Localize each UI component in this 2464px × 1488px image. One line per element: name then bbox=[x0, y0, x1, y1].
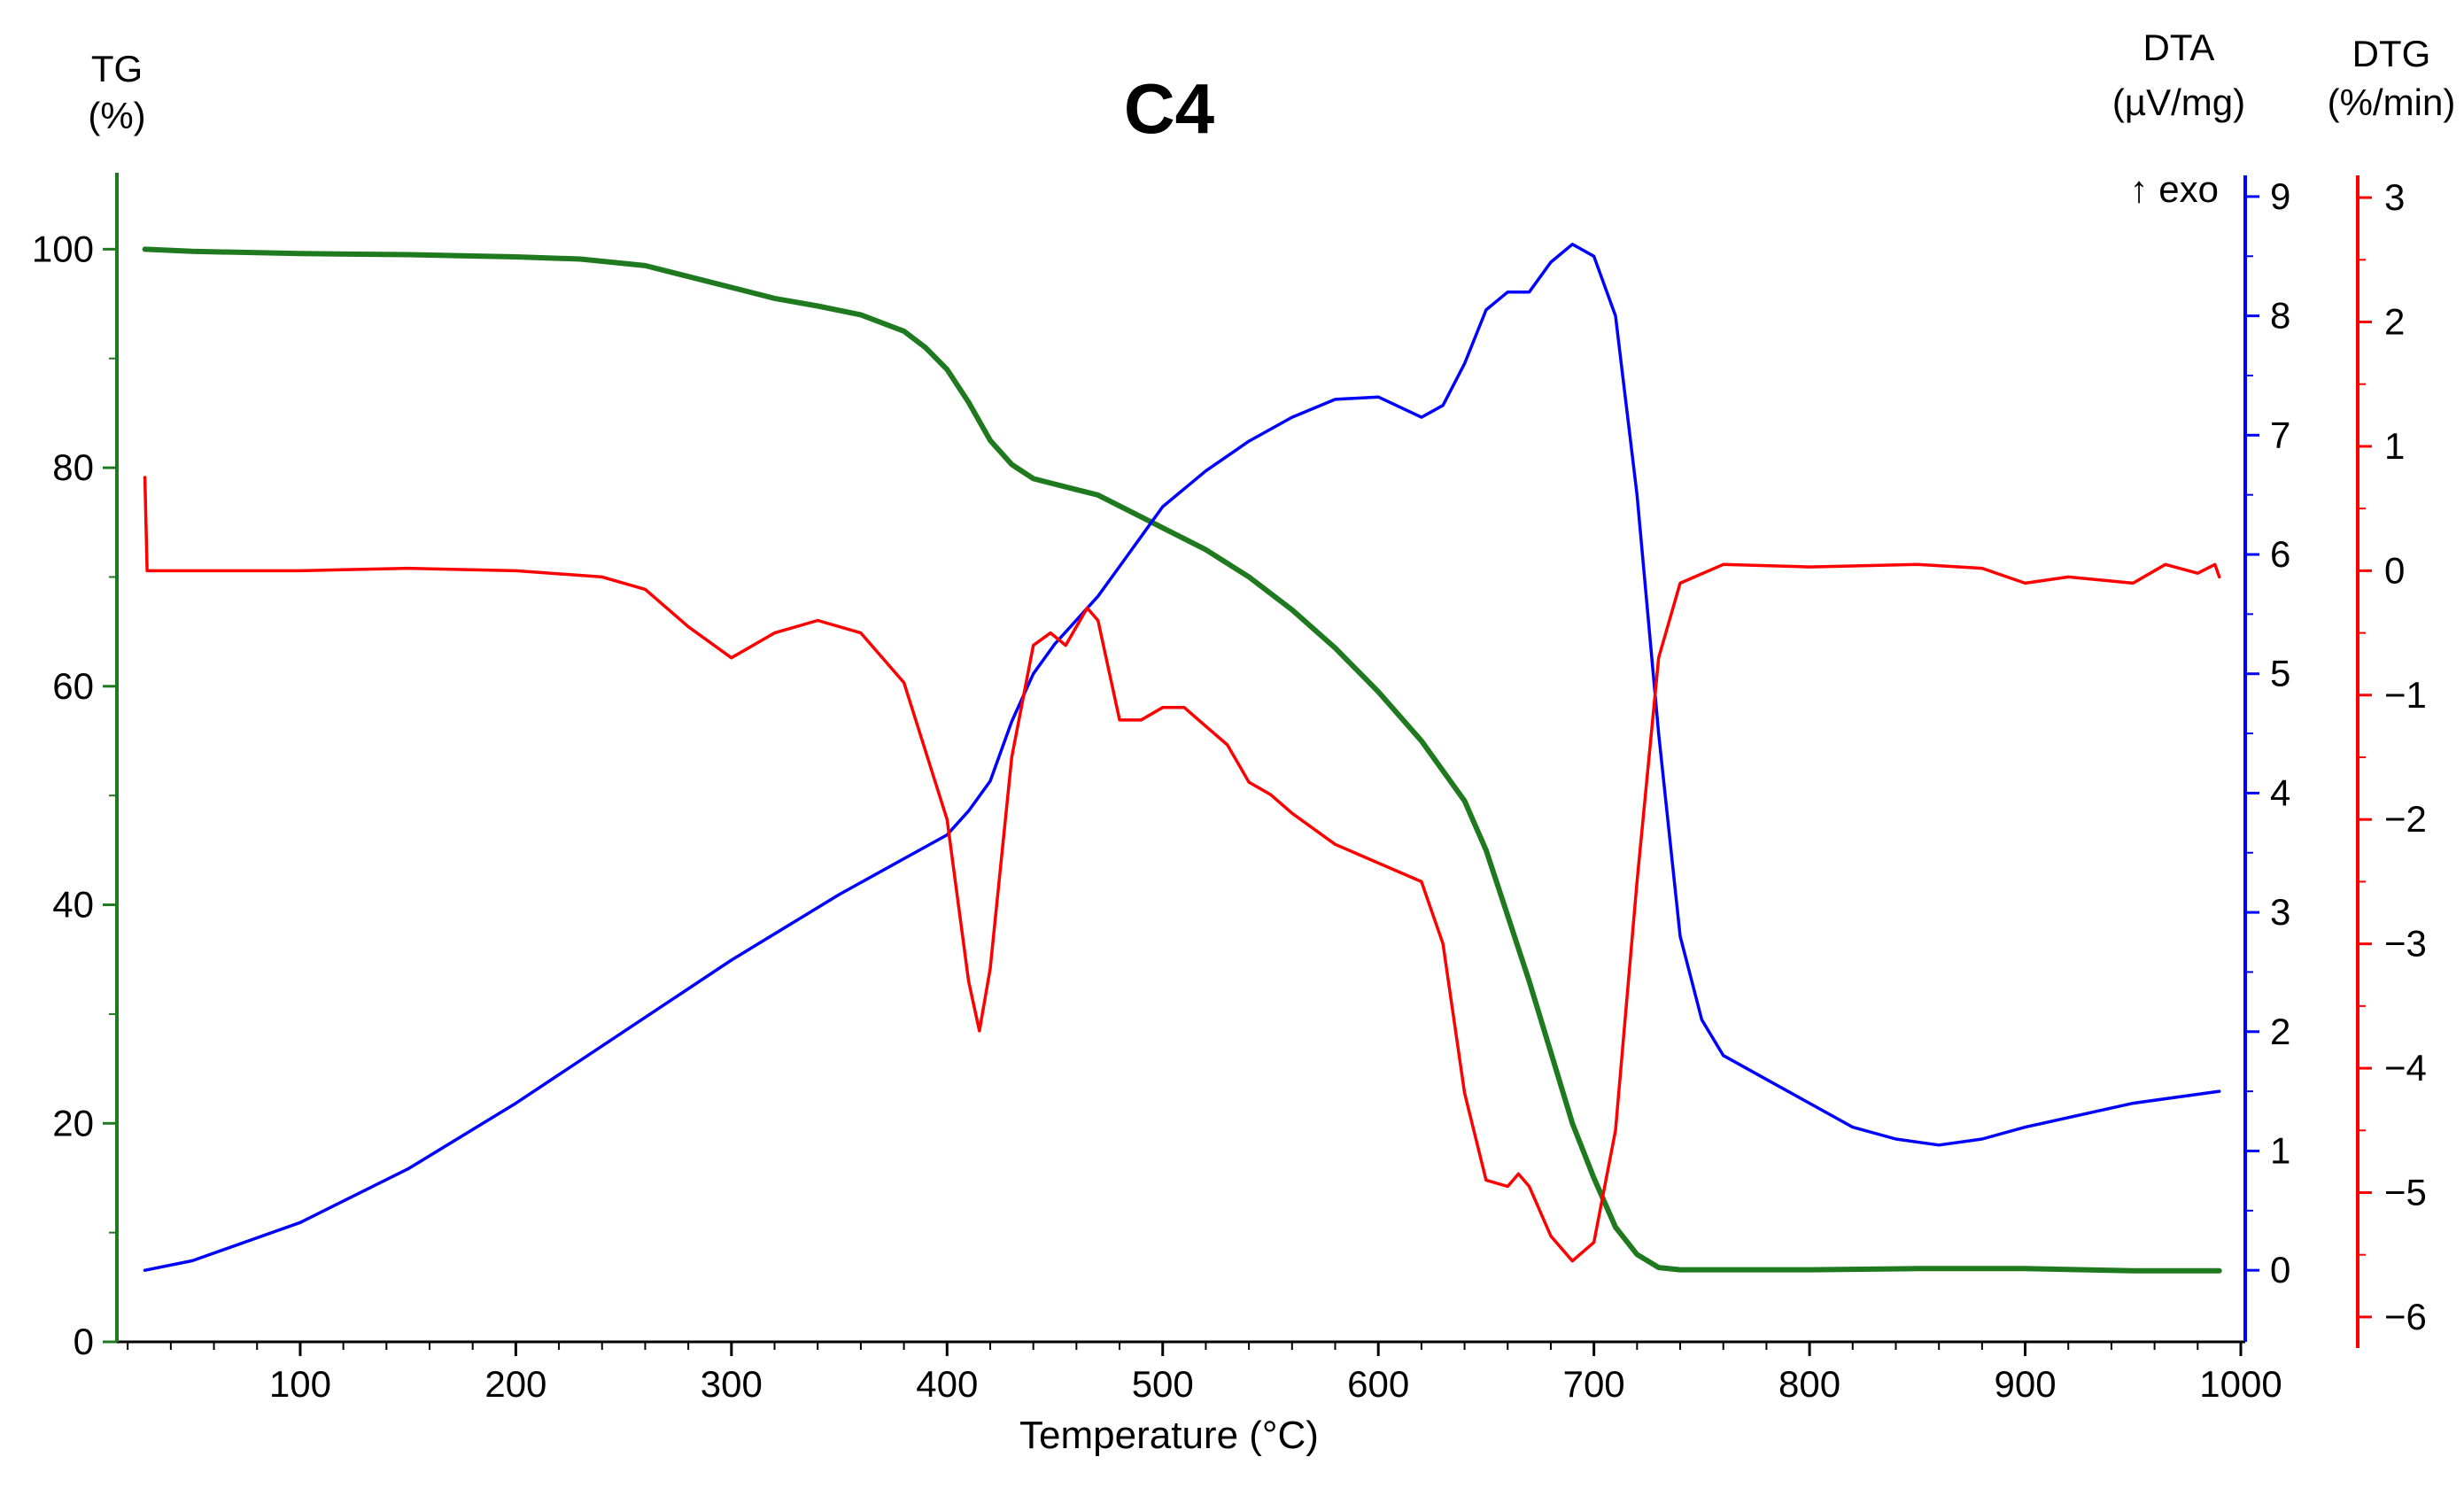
x-tick-label-800: 800 bbox=[1778, 1363, 1840, 1405]
dta-tick-label-5: 5 bbox=[2270, 653, 2290, 694]
x-tick-label-400: 400 bbox=[916, 1363, 978, 1405]
dtg-tick-label-2: 2 bbox=[2384, 301, 2405, 343]
dta-tick-label-0: 0 bbox=[2270, 1249, 2290, 1290]
series-dtg-line bbox=[143, 476, 2221, 1263]
x-tick-label-500: 500 bbox=[1132, 1363, 1194, 1405]
dta-tick-label-8: 8 bbox=[2270, 295, 2290, 337]
x-tick-label-200: 200 bbox=[484, 1363, 546, 1405]
series-dta-line bbox=[143, 243, 2221, 1272]
dta-tick-label-3: 3 bbox=[2270, 891, 2290, 933]
dtg-tick-label--4: −4 bbox=[2384, 1047, 2427, 1089]
tg-tick-label-60: 60 bbox=[52, 665, 94, 707]
tg-tick-label-20: 20 bbox=[52, 1102, 94, 1143]
dtg-tick-label--2: −2 bbox=[2384, 798, 2427, 840]
x-tick-label-1000: 1000 bbox=[2199, 1363, 2282, 1405]
x-tick-label-600: 600 bbox=[1347, 1363, 1409, 1405]
x-tick-label-100: 100 bbox=[269, 1363, 331, 1405]
x-tick-label-700: 700 bbox=[1563, 1363, 1625, 1405]
dtg-tick-label--6: −6 bbox=[2384, 1296, 2427, 1337]
x-axis-title: Temperature (°C) bbox=[1019, 1414, 1319, 1457]
dtg-axis-title-line2: (%/min) bbox=[2328, 81, 2456, 123]
series-tg-line bbox=[142, 246, 2222, 1274]
dtg-tick-label-3: 3 bbox=[2384, 176, 2405, 218]
chart-title: C4 bbox=[1124, 69, 1215, 148]
dta-tick-label-7: 7 bbox=[2270, 414, 2290, 455]
tg-axis-title-line2: (%) bbox=[88, 95, 145, 136]
dta-tick-label-6: 6 bbox=[2270, 533, 2290, 575]
dta-axis-title-line1: DTA bbox=[2143, 27, 2215, 68]
tg-tick-label-100: 100 bbox=[32, 228, 94, 269]
dta-tick-label-9: 9 bbox=[2270, 175, 2290, 217]
tg-tick-label-80: 80 bbox=[52, 446, 94, 488]
dta-tick-label-2: 2 bbox=[2270, 1011, 2290, 1052]
tg-tick-label-0: 0 bbox=[74, 1321, 94, 1362]
dtg-tick-label--1: −1 bbox=[2384, 674, 2427, 716]
dtg-tick-label-1: 1 bbox=[2384, 425, 2405, 467]
dtg-tick-label-0: 0 bbox=[2384, 549, 2405, 591]
dta-tick-label-4: 4 bbox=[2270, 771, 2290, 813]
tg-axis-title-line1: TG bbox=[91, 48, 143, 89]
dtg-tick-label--5: −5 bbox=[2384, 1171, 2427, 1213]
plot-layer: 100 200 300 400 500 600 700 800 900 1000020406080… bbox=[32, 173, 2427, 1405]
tg-tick-label-40: 40 bbox=[52, 884, 94, 926]
dtg-tick-label--3: −3 bbox=[2384, 923, 2427, 965]
dta-axis-title-line2: (µV/mg) bbox=[2112, 81, 2245, 123]
x-tick-label-300: 300 bbox=[701, 1363, 763, 1405]
dtg-axis-title-line1: DTG bbox=[2352, 33, 2431, 74]
x-tick-label-900: 900 bbox=[1995, 1363, 2057, 1405]
dta-tick-label-1: 1 bbox=[2270, 1129, 2290, 1171]
exo-annotation: ↑ exo bbox=[2130, 168, 2219, 210]
